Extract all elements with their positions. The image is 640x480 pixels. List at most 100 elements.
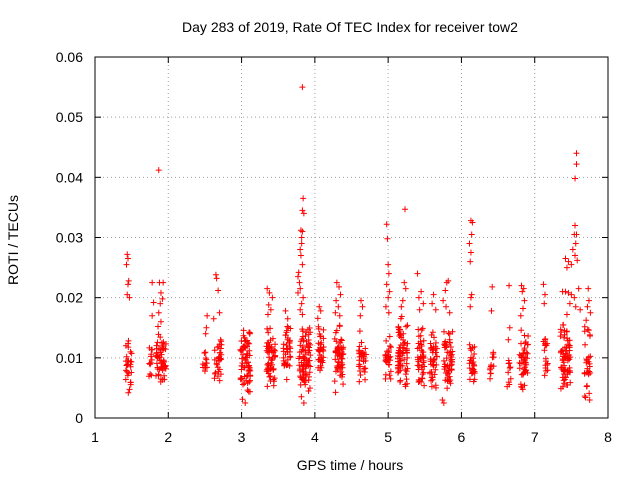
data-point xyxy=(415,376,422,383)
data-point xyxy=(402,381,409,388)
data-point xyxy=(216,377,223,384)
data-point xyxy=(507,364,514,371)
data-point xyxy=(305,387,312,394)
data-point xyxy=(299,363,306,370)
data-point xyxy=(401,206,408,213)
data-point xyxy=(239,381,246,388)
data-point xyxy=(395,368,402,375)
chart-title: Day 283 of 2019, Rate Of TEC Index for r… xyxy=(182,19,518,35)
data-point xyxy=(432,349,439,356)
data-point xyxy=(466,240,473,247)
data-point xyxy=(557,326,564,333)
data-point xyxy=(427,345,434,352)
data-point xyxy=(300,399,307,406)
data-point xyxy=(154,364,161,371)
data-point xyxy=(202,349,209,356)
data-point xyxy=(127,379,134,386)
data-point xyxy=(561,331,568,338)
data-point xyxy=(356,328,363,335)
data-point xyxy=(585,327,592,334)
grid-lines xyxy=(95,57,608,418)
data-point xyxy=(338,336,345,343)
data-point xyxy=(469,369,476,376)
data-point xyxy=(243,354,250,361)
data-point xyxy=(487,370,494,377)
data-point xyxy=(384,235,391,242)
data-point xyxy=(298,336,305,343)
data-point xyxy=(432,366,439,373)
data-point xyxy=(520,370,527,377)
data-point xyxy=(521,297,528,304)
data-point xyxy=(361,365,368,372)
data-point xyxy=(420,349,427,356)
data-point xyxy=(265,301,272,308)
data-point xyxy=(446,309,453,316)
data-point xyxy=(469,344,476,351)
data-point xyxy=(517,312,524,319)
data-point xyxy=(239,396,246,403)
data-point xyxy=(358,339,365,346)
data-point xyxy=(336,312,343,319)
data-point xyxy=(148,346,155,353)
data-point xyxy=(577,306,584,313)
data-point xyxy=(297,306,304,313)
data-point xyxy=(582,394,589,401)
data-point xyxy=(295,289,302,296)
x-tick-label: 1 xyxy=(91,429,99,445)
data-point xyxy=(488,307,495,314)
data-point xyxy=(562,374,569,381)
data-point xyxy=(557,385,564,392)
data-point xyxy=(123,368,130,375)
data-point xyxy=(521,332,528,339)
data-point xyxy=(428,383,435,390)
data-point xyxy=(264,311,271,318)
data-point xyxy=(383,337,390,344)
data-point xyxy=(123,353,130,360)
data-point xyxy=(241,334,248,341)
data-point xyxy=(557,333,564,340)
data-point xyxy=(428,377,435,384)
data-point xyxy=(446,339,453,346)
data-point xyxy=(126,386,133,393)
data-point xyxy=(215,343,222,350)
data-point xyxy=(271,375,278,382)
data-point xyxy=(265,339,272,346)
data-point xyxy=(157,300,164,307)
data-point xyxy=(360,365,367,372)
data-point xyxy=(123,362,130,369)
data-point xyxy=(414,270,421,277)
data-point xyxy=(332,356,339,363)
data-point xyxy=(403,368,410,375)
data-point xyxy=(397,342,404,349)
data-point xyxy=(385,347,392,354)
data-point xyxy=(284,335,291,342)
data-point xyxy=(295,273,302,280)
data-point xyxy=(441,328,448,335)
data-point xyxy=(563,311,570,318)
data-point xyxy=(415,366,422,373)
data-point xyxy=(124,251,131,258)
data-point xyxy=(574,257,581,264)
data-point xyxy=(444,374,451,381)
data-point xyxy=(419,375,426,382)
data-point xyxy=(214,373,221,380)
data-point xyxy=(558,348,565,355)
x-tick-label: 2 xyxy=(164,429,172,445)
data-point xyxy=(356,343,363,350)
data-point xyxy=(317,307,324,314)
data-point xyxy=(246,347,253,354)
data-point xyxy=(444,385,451,392)
data-point xyxy=(125,277,132,284)
data-point xyxy=(159,376,166,383)
y-axis-label: ROTI / TECUs xyxy=(5,195,21,285)
data-point xyxy=(561,334,568,341)
data-point xyxy=(445,330,452,337)
data-point xyxy=(155,167,162,174)
data-point xyxy=(586,390,593,397)
data-point xyxy=(447,357,454,364)
data-point xyxy=(443,355,450,362)
data-point xyxy=(338,337,345,344)
data-point xyxy=(299,207,306,214)
data-point xyxy=(317,352,324,359)
data-point xyxy=(301,355,308,362)
